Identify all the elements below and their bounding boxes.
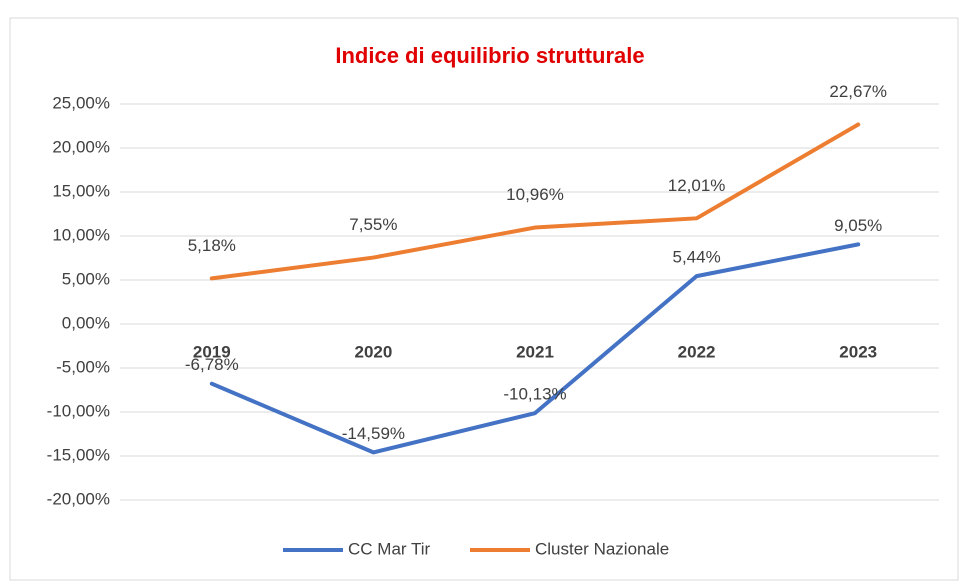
- y-tick-label: -10,00%: [47, 401, 110, 420]
- data-label: -10,13%: [503, 385, 566, 404]
- x-tick-label: 2023: [839, 342, 877, 361]
- y-tick-label: 20,00%: [52, 137, 110, 156]
- data-label: 12,01%: [668, 176, 726, 195]
- y-tick-label: 10,00%: [52, 225, 110, 244]
- y-tick-label: 25,00%: [52, 93, 110, 112]
- y-tick-label: -15,00%: [47, 445, 110, 464]
- x-tick-label: 2020: [354, 342, 392, 361]
- x-tick-label: 2021: [516, 342, 554, 361]
- data-label: 10,96%: [506, 185, 564, 204]
- legend-label: CC Mar Tir: [348, 539, 431, 558]
- legend-label: Cluster Nazionale: [535, 539, 669, 558]
- chart-title: Indice di equilibrio strutturale: [335, 43, 644, 68]
- chart-frame: [9, 17, 959, 581]
- y-tick-label: 0,00%: [62, 313, 110, 332]
- y-tick-label: -5,00%: [56, 357, 110, 376]
- y-tick-label: 5,00%: [62, 269, 110, 288]
- x-tick-label: 2022: [678, 342, 716, 361]
- data-label: -14,59%: [342, 424, 405, 443]
- x-tick-label: 2019: [193, 342, 231, 361]
- data-label: 7,55%: [349, 215, 397, 234]
- data-label: -6,78%: [185, 355, 239, 374]
- y-tick-label: -20,00%: [47, 489, 110, 508]
- y-tick-label: 15,00%: [52, 181, 110, 200]
- series-line: [209, 242, 861, 455]
- data-label: 5,44%: [672, 248, 720, 267]
- data-label: 22,67%: [829, 82, 887, 101]
- series-line: [209, 122, 861, 281]
- data-label: 9,05%: [834, 216, 882, 235]
- data-label: 5,18%: [188, 236, 236, 255]
